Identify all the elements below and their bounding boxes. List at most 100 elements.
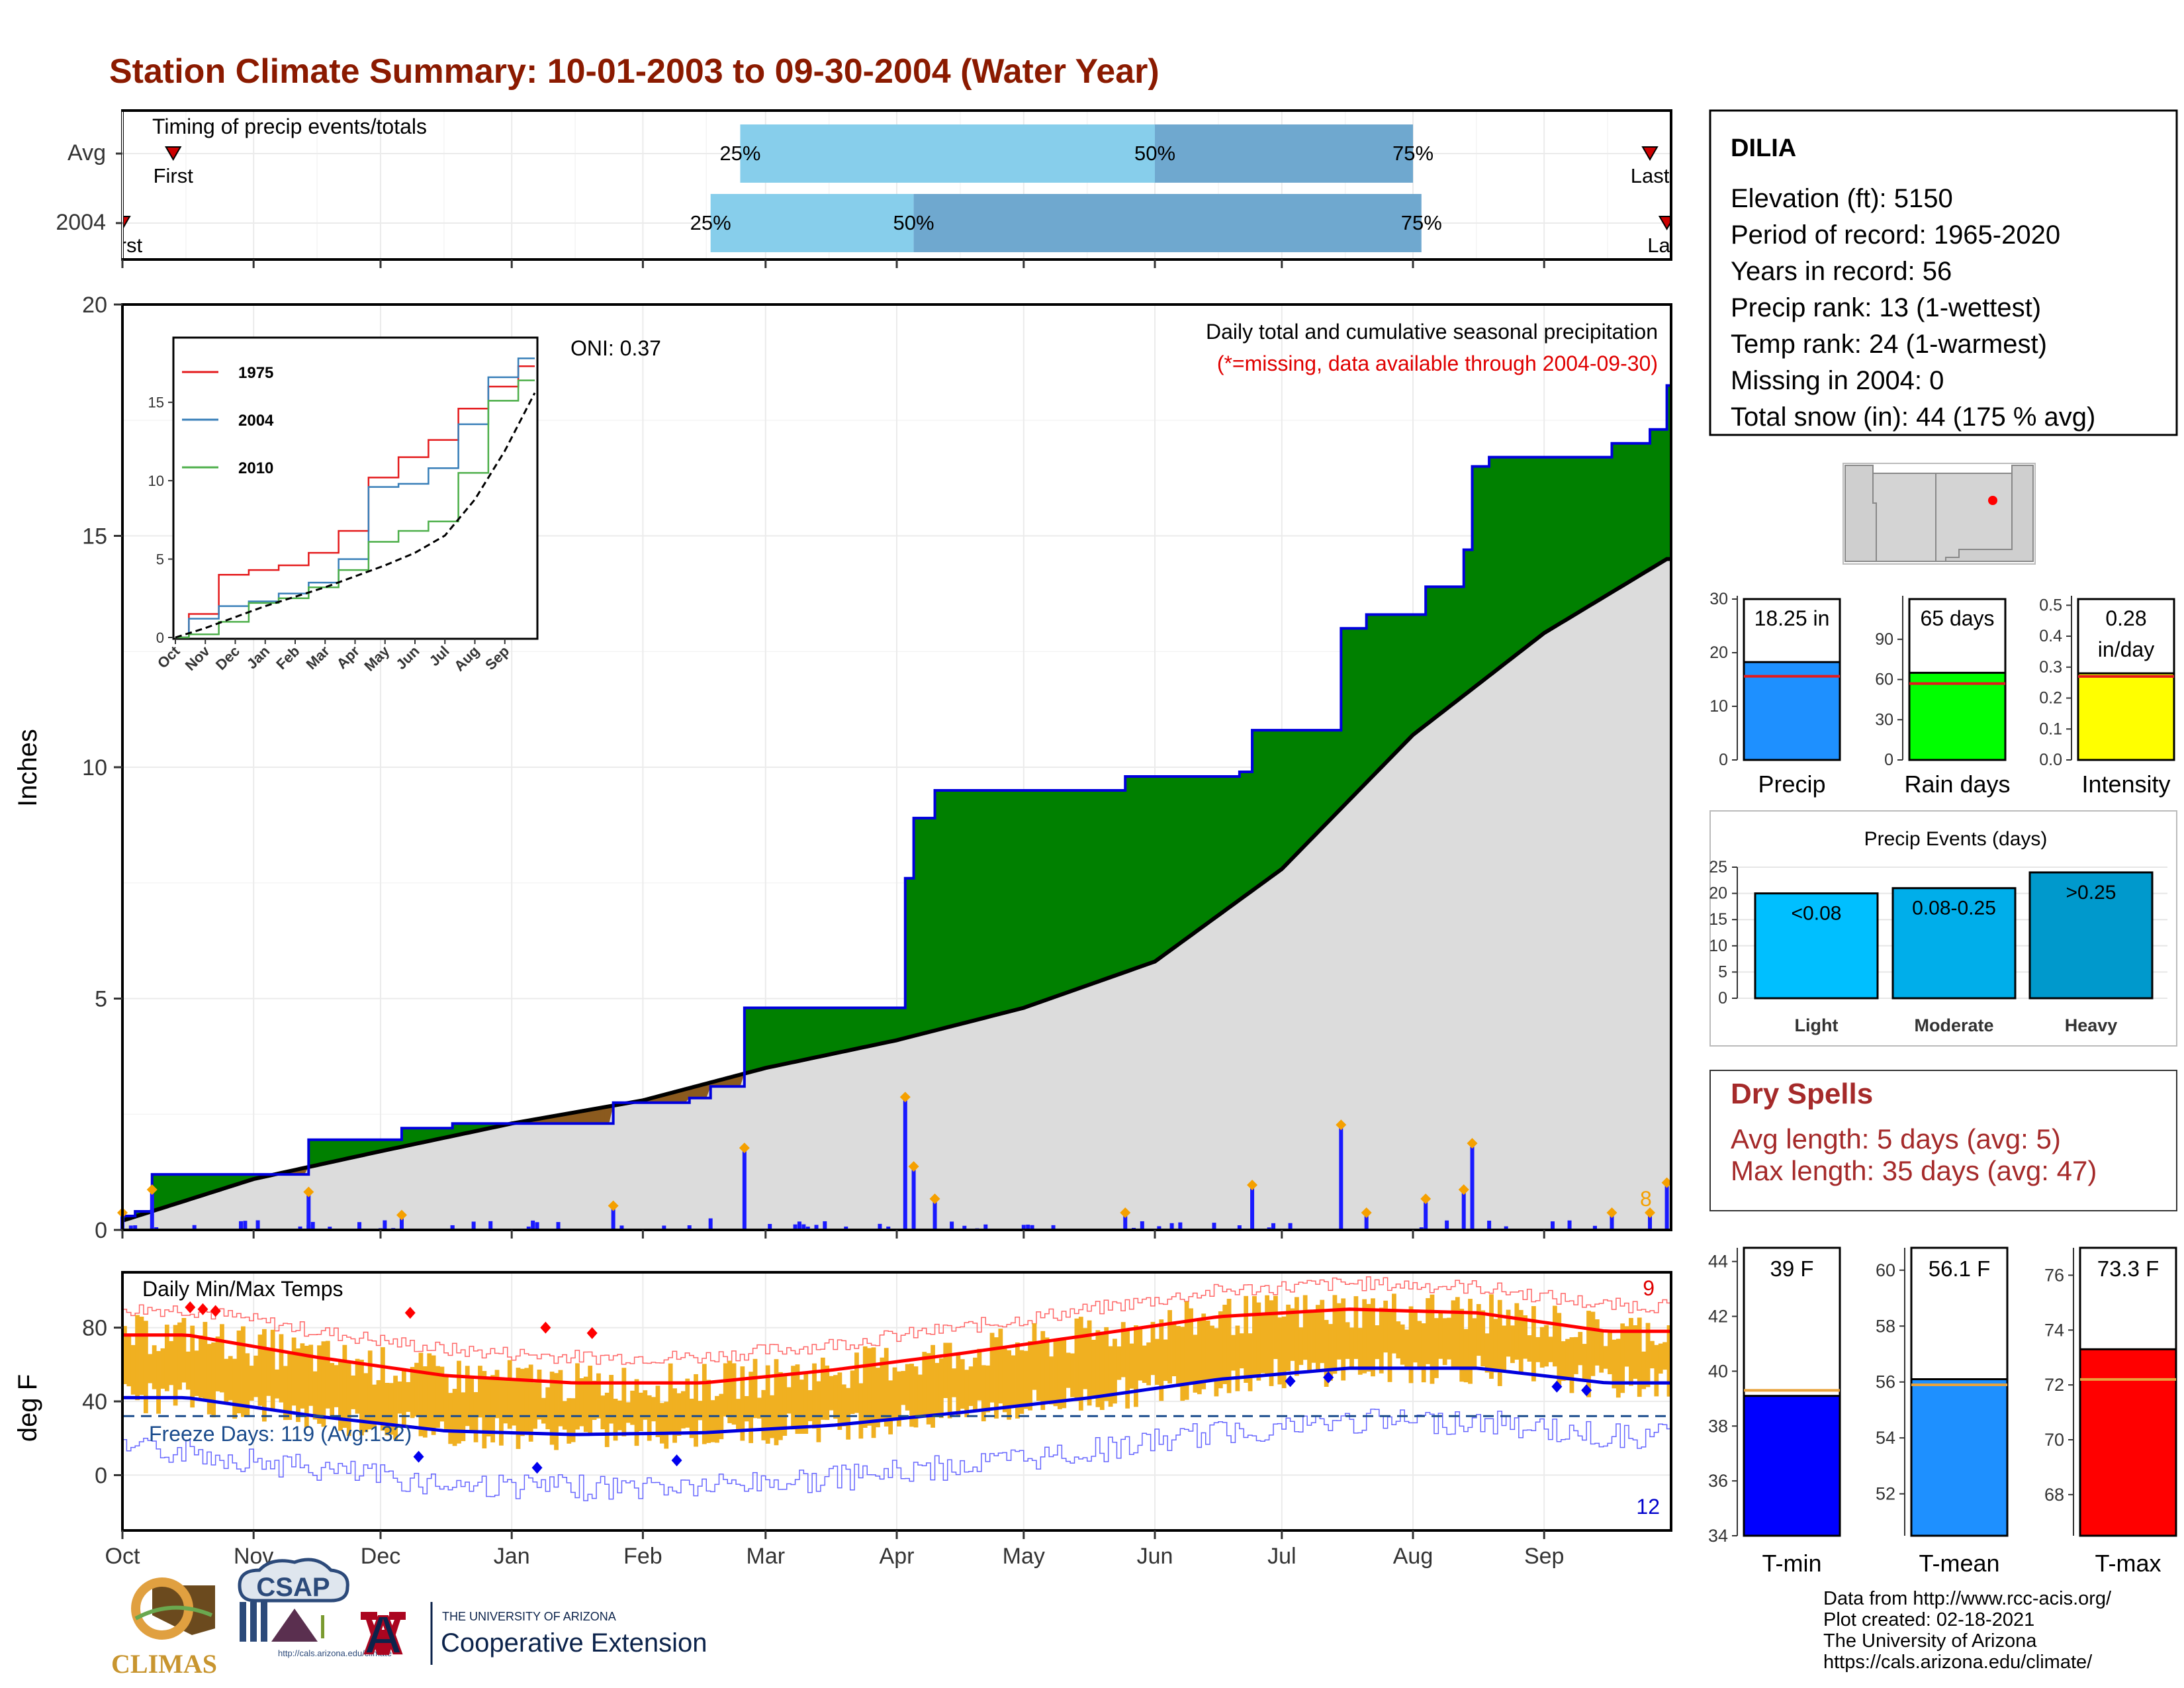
temp-y-tick-label: 80 [82,1316,107,1341]
record-low-marker [1285,1375,1296,1387]
mini-bar-tick-label: 0 [1719,751,1728,769]
daily-temp-bar [659,1403,664,1444]
daily-temp-bar [236,1330,242,1414]
daily-temp-bar [283,1366,288,1421]
daily-temp-bar [1565,1338,1570,1381]
precip-daily-bar [306,1225,311,1230]
precip-below-normal-segment [570,1113,576,1124]
events-y-tick-label: 20 [1709,884,1727,903]
daily-temp-bar [837,1372,842,1430]
daily-temp-bar [1666,1325,1670,1397]
precip-below-normal-segment [727,1078,733,1087]
daily-temp-bar [177,1322,182,1390]
daily-temp-bar [1083,1328,1088,1389]
daily-temp-bar [1197,1320,1202,1395]
daily-temp-bar [1078,1317,1083,1411]
csap-bar-1 [240,1602,246,1642]
daily-temp-bar [1433,1318,1439,1378]
precip-daily-bar [1051,1225,1056,1230]
precip-subtitle: (*=missing, data available through 2004-… [1217,352,1658,375]
daily-temp-bar [1155,1338,1160,1385]
daily-temp-bar [1214,1328,1219,1397]
timing-last-label: Last [1647,234,1686,257]
timing-row-avg-label: Avg [68,140,106,165]
daily-temp-bar [757,1397,762,1419]
daily-temp-bar [1535,1336,1541,1362]
daily-temp-bar [279,1334,284,1403]
daily-temp-bar [190,1325,195,1408]
precip-daily-bar [535,1222,539,1230]
station-precip-rank: Precip rank: 13 (1-wettest) [1731,293,2041,322]
precip-below-normal-segment [736,1076,741,1087]
precip-below-normal-segment [694,1087,699,1098]
daily-temp-bar [558,1370,563,1427]
dry-spells-avg: Avg length: 5 days (avg: 5) [1731,1123,2061,1154]
daily-temp-bar [685,1378,690,1428]
events-bar [1754,892,1879,1000]
precip-heavy-marker [1361,1207,1372,1219]
daily-temp-bar [710,1400,715,1442]
daily-temp-bar [507,1360,512,1429]
precip-daily-bar [1157,1226,1161,1230]
precip-daily-bar [844,1226,848,1230]
precip-below-normal-segment [579,1111,584,1124]
daily-temp-bar [1332,1295,1338,1374]
daily-temp-bar [241,1326,246,1417]
precip-daily-bar [526,1226,531,1230]
precip-title: Daily total and cumulative seasonal prec… [1206,320,1658,344]
mini-bar-value [1743,661,1841,761]
daily-temp-bar [1244,1295,1249,1383]
daily-temp-bar [765,1365,770,1444]
timing-bar-q1-q2 [740,124,1155,183]
station-snow: Total snow (in): 44 (175 % avg) [1731,402,2095,432]
daily-temp-bar [1531,1306,1536,1382]
precip-daily-bar [1250,1188,1255,1230]
daily-temp-bar [554,1373,559,1450]
temp-bar-label: T-min [1762,1550,1822,1577]
dry-spells-box: Dry Spells Avg length: 5 days (avg: 5) M… [1709,1070,2177,1211]
precip-daily-bar [383,1220,387,1230]
daily-temp-bar [871,1347,876,1438]
record-high-marker [197,1303,208,1315]
precip-daily-bar [306,1195,311,1230]
daily-temp-bar [829,1376,834,1411]
precip-below-normal-segment [604,1107,610,1124]
daily-temp-bar [909,1364,914,1427]
precip-daily-bar [1140,1221,1144,1230]
daily-temp-bar [736,1399,741,1432]
daily-temp-bar [562,1401,567,1430]
daily-temp-bar [1057,1338,1062,1409]
precip-daily-bar [150,1193,154,1230]
mini-bar-tick-label: 90 [1875,630,1893,649]
temp-bar-value-label: 73.3 F [2097,1256,2160,1281]
record-high-marker [404,1307,416,1319]
daily-temp-bar [124,1326,127,1384]
precip-below-normal-segment [719,1080,724,1087]
daily-temp-bar [1167,1310,1172,1383]
precip-daily-bar [619,1225,624,1230]
month-axis-label: Apr [880,1544,915,1569]
daily-temp-bar [880,1357,885,1421]
precip-below-normal-segment [731,1076,737,1087]
daily-temp-bar [1011,1355,1016,1406]
daily-temp-bar [1438,1312,1443,1359]
daily-temp-bar [1426,1298,1430,1364]
daily-temp-bar [325,1340,330,1409]
mini-bar-value-label: 65 days [1920,606,1994,630]
daily-temp-bar [1371,1298,1375,1377]
temp-bar-tick-label: 76 [2044,1265,2064,1285]
month-axis-label: Feb [623,1544,662,1569]
daily-temp-bar [1205,1320,1210,1382]
daily-temp-bar [579,1378,584,1427]
precip-daily-bar [903,1100,907,1230]
events-bar-range: 0.08-0.25 [1912,898,1996,919]
daily-temp-bar [1044,1337,1050,1403]
timing-first-label: First [103,234,143,257]
footer-line-1: Data from http://www.rcc-acis.org/ [1823,1588,2112,1609]
daily-temp-bar [169,1340,174,1385]
locator-map [1843,463,2036,565]
daily-temp-bar [143,1321,148,1413]
precip-daily-bars [117,1092,1672,1230]
timing-bar-q1-q2 [710,194,914,252]
precip-daily-bar [1424,1202,1428,1230]
